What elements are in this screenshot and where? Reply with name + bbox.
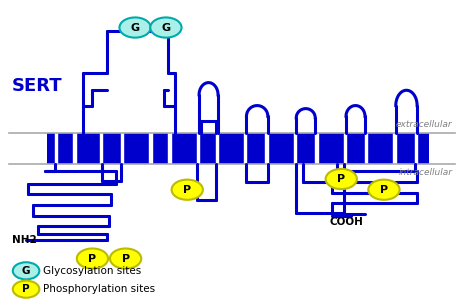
Circle shape: [119, 17, 151, 38]
Circle shape: [77, 248, 108, 269]
Text: G: G: [22, 266, 30, 276]
Text: P: P: [337, 174, 346, 184]
Text: COOH: COOH: [329, 217, 363, 227]
Bar: [47, 133, 429, 164]
Text: Phosphorylation sites: Phosphorylation sites: [43, 284, 155, 294]
Circle shape: [326, 169, 357, 189]
Text: G: G: [130, 23, 140, 32]
Circle shape: [172, 180, 203, 200]
Text: P: P: [88, 254, 97, 263]
Text: G: G: [161, 23, 171, 32]
Circle shape: [13, 262, 39, 279]
Text: P: P: [380, 185, 388, 195]
Circle shape: [110, 248, 141, 269]
Circle shape: [368, 180, 400, 200]
Text: Glycosylation sites: Glycosylation sites: [43, 266, 141, 276]
Text: P: P: [22, 284, 30, 294]
Circle shape: [13, 281, 39, 298]
Text: P: P: [121, 254, 130, 263]
Text: NH2: NH2: [12, 235, 36, 245]
Text: extracellular: extracellular: [396, 120, 453, 129]
Circle shape: [150, 17, 182, 38]
Text: intracellular: intracellular: [399, 168, 453, 177]
Text: SERT: SERT: [12, 77, 63, 95]
Text: P: P: [183, 185, 191, 195]
